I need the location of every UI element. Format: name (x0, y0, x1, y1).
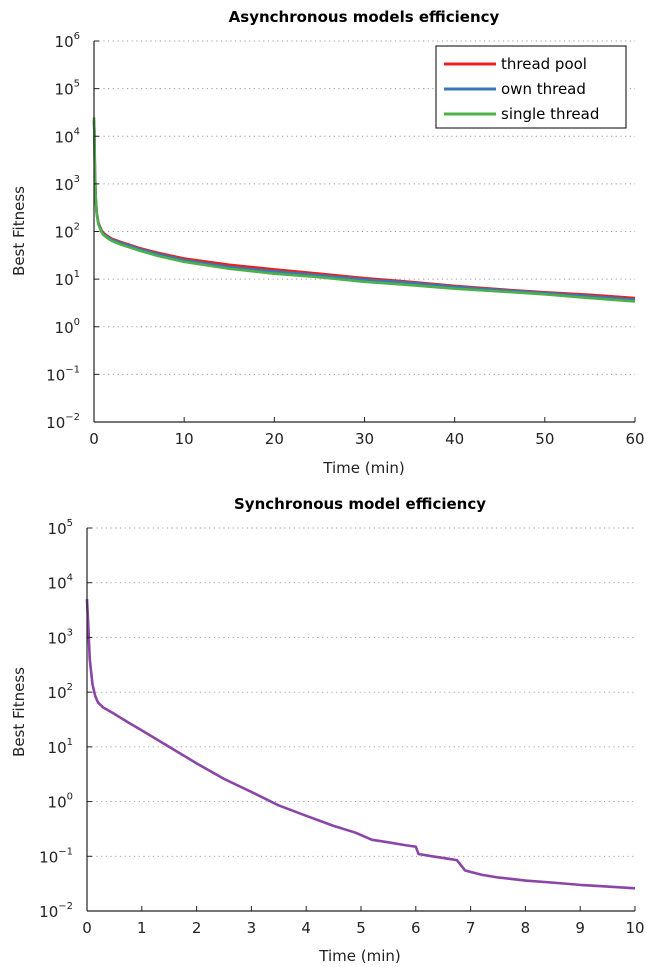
y-tick-exponent: 1 (74, 269, 80, 280)
y-tick-base: 10 (55, 33, 74, 51)
series-line-thread-pool (92, 119, 636, 300)
x-tick-label: 5 (356, 919, 366, 937)
x-tick-label: 3 (247, 919, 257, 937)
x-tick-labels: 0 10 20 30 40 50 60 (89, 430, 644, 448)
grid (94, 40, 635, 375)
y-tick-base: 10 (55, 271, 74, 289)
y-tick-label: 10−2 (46, 412, 80, 432)
y-tick-label: 103 (48, 627, 73, 647)
y-tick-exponent: 4 (74, 126, 80, 137)
chart-title: Asynchronous models efficiency (229, 8, 500, 26)
legend: thread pool own thread single thread (435, 45, 627, 129)
x-tick-label: 7 (466, 919, 476, 937)
y-tick-exponent: 0 (74, 317, 80, 328)
y-tick-base: 10 (55, 176, 74, 194)
series-group (85, 599, 636, 890)
x-tick-labels: 0 1 2 3 4 5 6 7 8 9 10 (82, 919, 644, 937)
y-tick-exponent: −2 (58, 901, 73, 912)
y-tick-exponent: 5 (74, 79, 80, 90)
y-tick-base: 10 (46, 366, 65, 384)
axes (86, 527, 636, 912)
x-tick-label: 0 (82, 919, 92, 937)
y-tick-base: 10 (48, 520, 67, 538)
legend-label: own thread (501, 80, 586, 98)
y-tick-label: 106 (55, 31, 80, 51)
x-tick-label: 4 (301, 919, 311, 937)
y-tick-base: 10 (55, 128, 74, 146)
x-tick-label: 40 (445, 430, 464, 448)
x-tick-label: 0 (89, 430, 99, 448)
chart-async: Asynchronous models efficiency 0 10 20 30 40… (10, 8, 645, 477)
y-tick-label: 103 (55, 174, 80, 194)
y-tick-exponent: 1 (67, 737, 73, 748)
x-tick-label: 8 (521, 919, 531, 937)
x-tick-label: 10 (625, 919, 644, 937)
y-tick-base: 10 (55, 224, 74, 242)
y-tick-label: 104 (55, 126, 80, 146)
y-tick-base: 10 (55, 81, 74, 99)
axes (93, 40, 636, 423)
y-tick-label: 105 (48, 518, 73, 538)
series-line-own-thread (92, 121, 636, 301)
y-tick-label: 101 (55, 269, 80, 289)
y-tick-exponent: −1 (58, 846, 73, 857)
x-tick-label: 10 (175, 430, 194, 448)
y-tick-exponent: 6 (74, 31, 80, 42)
chart-title: Synchronous model efficiency (234, 495, 486, 513)
series-line-single-thread (92, 117, 636, 303)
y-tick-label: 102 (48, 682, 73, 702)
x-tick-label: 60 (625, 430, 644, 448)
y-tick-base: 10 (55, 319, 74, 337)
x-tick-label: 30 (355, 430, 374, 448)
x-tick-label: 20 (265, 430, 284, 448)
x-tick-label: 6 (411, 919, 421, 937)
grid (87, 527, 635, 857)
legend-label: single thread (501, 105, 599, 123)
y-tick-exponent: 3 (67, 627, 73, 638)
y-tick-exponent: 2 (67, 682, 73, 693)
y-tick-label: 102 (55, 222, 80, 242)
y-tick-exponent: 2 (74, 222, 80, 233)
y-tick-exponent: 3 (74, 174, 80, 185)
y-tick-base: 10 (48, 684, 67, 702)
y-tick-exponent: 0 (67, 792, 73, 803)
y-tick-exponent: −2 (65, 412, 80, 423)
y-tick-base: 10 (46, 414, 65, 432)
x-tick-label: 50 (535, 430, 554, 448)
series-line (85, 599, 636, 890)
x-tick-label: 1 (137, 919, 147, 937)
y-tick-label: 100 (48, 792, 73, 812)
y-tick-exponent: 5 (67, 518, 73, 529)
y-tick-label: 104 (48, 573, 73, 593)
legend-label: thread pool (501, 55, 587, 73)
x-axis-label: Time (min) (318, 947, 400, 965)
y-tick-base: 10 (48, 794, 67, 812)
y-axis-label: Best Fitness (10, 186, 28, 276)
series-group (92, 117, 636, 303)
x-axis-label: Time (min) (322, 459, 404, 477)
y-tick-base: 10 (48, 629, 67, 647)
y-tick-base: 10 (48, 739, 67, 757)
y-tick-label: 10−1 (46, 364, 80, 384)
legend-items: thread pool own thread single thread (444, 55, 599, 123)
y-tick-base: 10 (48, 575, 67, 593)
x-tick-label: 9 (575, 919, 585, 937)
y-tick-exponent: 4 (67, 573, 73, 584)
y-tick-label: 100 (55, 317, 80, 337)
y-tick-base: 10 (39, 903, 58, 921)
y-tick-exponent: −1 (65, 364, 80, 375)
y-tick-label: 101 (48, 737, 73, 757)
y-tick-base: 10 (39, 848, 58, 866)
y-tick-label: 10−1 (39, 846, 73, 866)
y-axis-label: Best Fitness (10, 667, 28, 757)
y-tick-label: 10−2 (39, 901, 73, 921)
y-tick-label: 105 (55, 79, 80, 99)
chart-sync: Synchronous model efficiency 0 1 2 3 4 5 6 7 8 9 1… (10, 495, 645, 965)
x-tick-label: 2 (192, 919, 202, 937)
